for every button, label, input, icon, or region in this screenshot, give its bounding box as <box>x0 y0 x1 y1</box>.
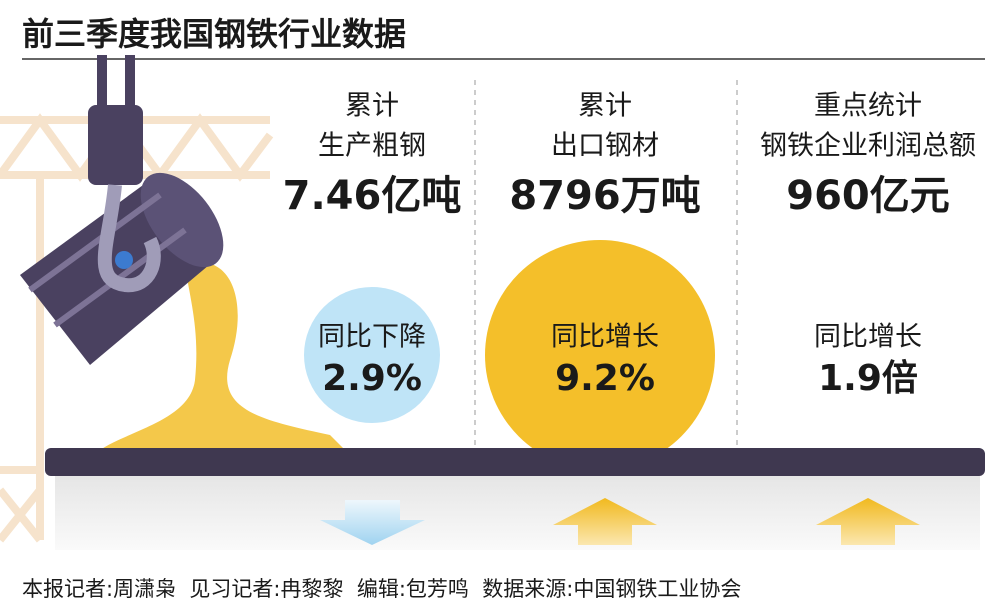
label: 生产粗钢 <box>318 131 426 162</box>
down-arrow <box>320 500 425 545</box>
increase-circle <box>485 240 715 470</box>
title: 前三季度我国钢铁行业数据 <box>22 15 406 53</box>
platform <box>45 448 985 476</box>
label: 出口钢材 <box>551 131 659 162</box>
label: 累计 <box>578 91 632 122</box>
floor <box>55 470 980 550</box>
value: 8796万吨 <box>509 173 700 219</box>
molten-steel <box>100 262 345 450</box>
decrease-circle <box>304 287 440 423</box>
label: 重点统计 <box>814 91 922 122</box>
label: 累计 <box>345 91 399 122</box>
up-arrow <box>553 498 657 545</box>
label: 钢铁企业利润总额 <box>760 131 976 162</box>
value: 960亿元 <box>786 173 950 219</box>
change-value: 1.9倍 <box>818 358 918 399</box>
ladle <box>20 55 224 365</box>
footer: 本报记者:周潇枭 见习记者:冉黎黎 编辑:包芳鸣 数据来源:中国钢铁工业协会 <box>22 577 741 601</box>
change-label: 同比下降 <box>318 322 426 353</box>
value: 7.46亿吨 <box>283 173 462 219</box>
change-label: 同比增长 <box>551 322 659 353</box>
change-label: 同比增长 <box>814 322 922 353</box>
change-value: 9.2% <box>555 358 655 399</box>
up-arrow <box>816 498 920 545</box>
change-value: 2.9% <box>322 358 422 399</box>
